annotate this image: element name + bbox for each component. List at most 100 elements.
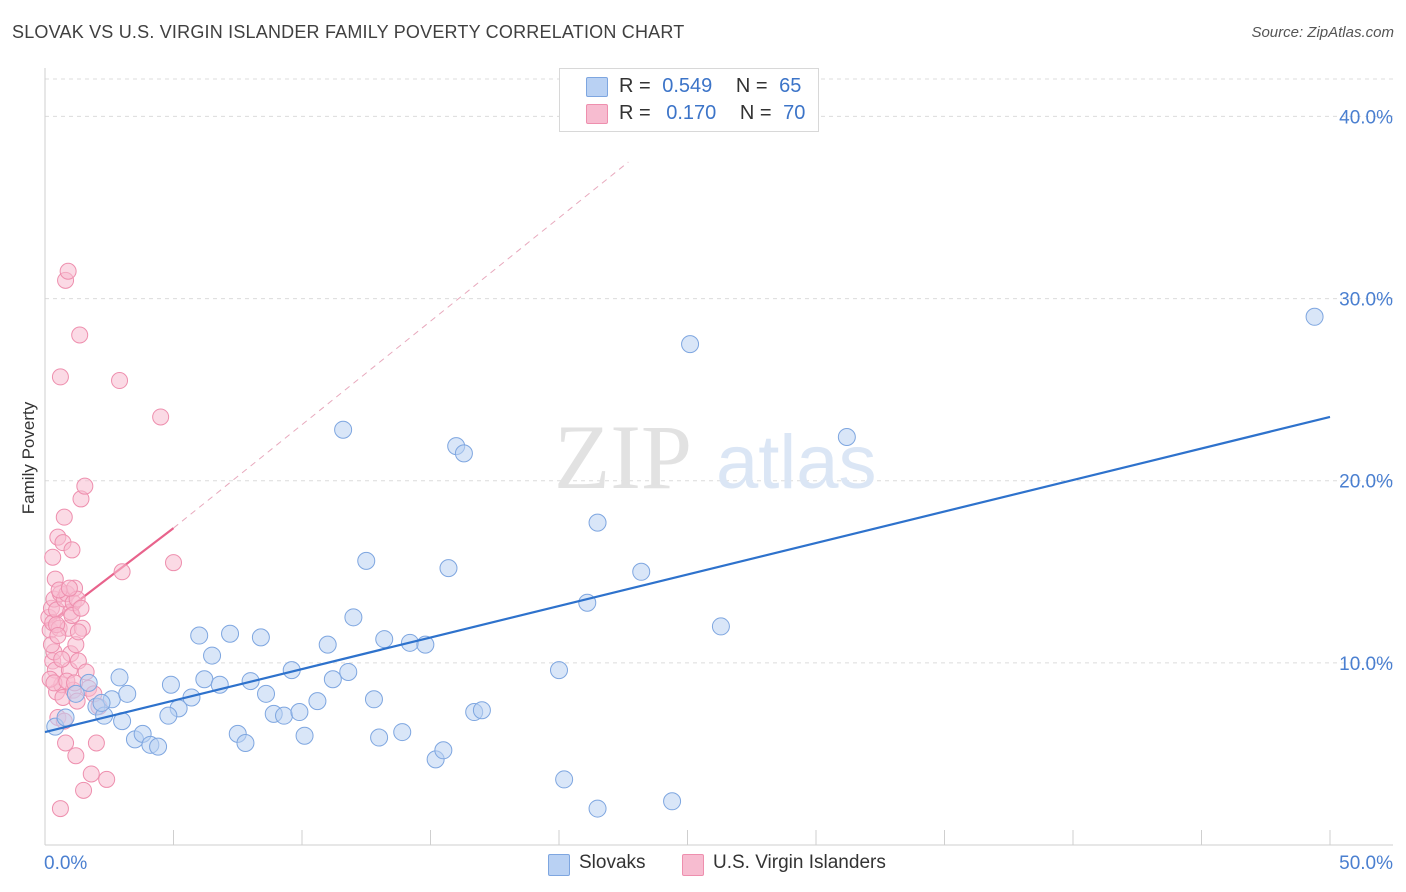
watermark-zip: ZIP: [554, 406, 692, 508]
slovaks-point: [221, 624, 240, 643]
slovaks-point: [110, 668, 129, 687]
virgin-islanders-point: [55, 508, 73, 526]
correlation-legend: R = 0.549 N = 65 R = 0.170 N = 70: [559, 68, 819, 132]
x-tick-label-min: 0.0%: [44, 853, 87, 874]
virgin-islanders-point: [49, 627, 67, 645]
slovaks-point: [339, 662, 358, 681]
legend-r-label: R =: [619, 75, 651, 97]
slovaks-point: [472, 701, 491, 720]
legend-r-value: 0.170: [666, 102, 717, 124]
virgin-islanders-point: [152, 408, 170, 426]
slovaks-point: [837, 428, 856, 446]
virgin-islanders-point: [72, 599, 90, 617]
legend-swatch-pink: [586, 104, 608, 124]
virgin-islanders-point: [82, 765, 100, 783]
legend-r-label: R =: [619, 102, 651, 124]
slovaks-point: [588, 799, 607, 818]
virgin-islanders-point: [87, 734, 105, 752]
legend-r-value: 0.549: [662, 75, 713, 97]
virgin-islanders-point: [111, 372, 129, 390]
bottom-legend-swatch-blue: [548, 854, 570, 876]
legend-n-value: 70: [783, 102, 806, 124]
slovaks-point: [681, 335, 700, 354]
virgin-islanders-point: [59, 262, 77, 280]
slovaks-point: [190, 626, 209, 645]
slovaks-point: [364, 690, 383, 709]
slovaks-point: [439, 559, 458, 578]
gridlines: [45, 78, 1393, 664]
slovaks-point: [203, 646, 222, 665]
pink-trend-extension: [173, 161, 629, 529]
slovaks-point: [334, 420, 353, 439]
y-axis-tick-labels: 10.0% 20.0% 30.0% 40.0%: [1339, 107, 1393, 674]
slovaks-point: [251, 628, 270, 647]
slovaks-point: [318, 635, 337, 654]
source-label: Source: ZipAtlas.com: [1251, 24, 1394, 41]
blue-trend-line: [44, 415, 1331, 734]
slovaks-point: [393, 723, 412, 742]
virgin-islanders-point: [98, 770, 116, 788]
y-tick-label: 30.0%: [1339, 290, 1393, 311]
virgin-islanders-point: [165, 554, 182, 572]
slovaks-point: [161, 675, 180, 694]
virgin-islanders-point: [76, 477, 94, 495]
slovaks-point: [375, 630, 394, 649]
virgin-islanders-point: [57, 734, 75, 752]
legend-swatch-blue: [586, 77, 608, 97]
slovaks-point: [1305, 307, 1324, 326]
virgin-islanders-point: [67, 747, 85, 765]
virgin-islanders-point: [63, 541, 81, 559]
legend-n-value: 65: [779, 75, 802, 97]
slovaks-point: [323, 670, 342, 689]
virgin-islanders-point: [75, 781, 93, 799]
virgin-islanders-point: [60, 579, 78, 597]
slovaks-point: [711, 617, 730, 636]
slovaks-point: [56, 708, 75, 727]
slovaks-point: [79, 673, 98, 692]
virgin-islanders-point: [44, 548, 62, 566]
legend-n-label: N =: [739, 102, 772, 124]
x-axis-ticks: [173, 830, 1331, 845]
y-tick-label: 20.0%: [1339, 472, 1393, 493]
bottom-legend-swatch-pink: [682, 854, 704, 876]
slovaks-point: [195, 670, 214, 689]
slovaks-point: [308, 692, 327, 711]
slovaks-point: [159, 706, 178, 725]
slovaks-point: [663, 792, 682, 811]
slovaks-point: [275, 706, 294, 725]
slovaks-point: [370, 728, 389, 747]
slovaks-point: [118, 684, 137, 703]
slovaks-point: [344, 608, 363, 627]
slovaks-point: [454, 444, 473, 463]
slovaks-point: [357, 551, 376, 570]
slovaks-point: [236, 734, 255, 752]
y-tick-label: 10.0%: [1339, 654, 1393, 675]
virgin-islanders-point: [51, 368, 69, 386]
legend-n-label: N =: [735, 75, 768, 97]
slovaks-point: [295, 726, 314, 745]
slovaks-point: [632, 562, 651, 581]
slovaks-point: [434, 741, 453, 760]
virgin-islanders-point: [53, 650, 71, 668]
slovaks-point: [149, 737, 168, 756]
x-tick-label-max: 50.0%: [1339, 853, 1393, 874]
bottom-legend-label: U.S. Virgin Islanders: [713, 852, 886, 873]
virgin-islanders-point: [51, 800, 69, 818]
slovaks-points: [46, 307, 1324, 818]
slovaks-point: [66, 684, 85, 703]
slovaks-point: [588, 513, 607, 532]
slovaks-point: [92, 693, 111, 712]
pink-trend: [44, 161, 629, 628]
slovaks-point: [290, 703, 309, 722]
slovaks-point: [555, 770, 574, 789]
blue-trend: [44, 415, 1331, 734]
virgin-islanders-point: [113, 563, 131, 581]
slovaks-point: [257, 684, 276, 703]
virgin-islanders-points: [40, 262, 182, 818]
y-tick-label: 40.0%: [1339, 107, 1393, 128]
y-axis-title: Family Poverty: [19, 401, 38, 514]
chart-title: SLOVAK VS U.S. VIRGIN ISLANDER FAMILY PO…: [12, 22, 685, 42]
watermark: ZIP atlas: [554, 406, 877, 508]
bottom-legend-label: Slovaks: [579, 852, 646, 873]
